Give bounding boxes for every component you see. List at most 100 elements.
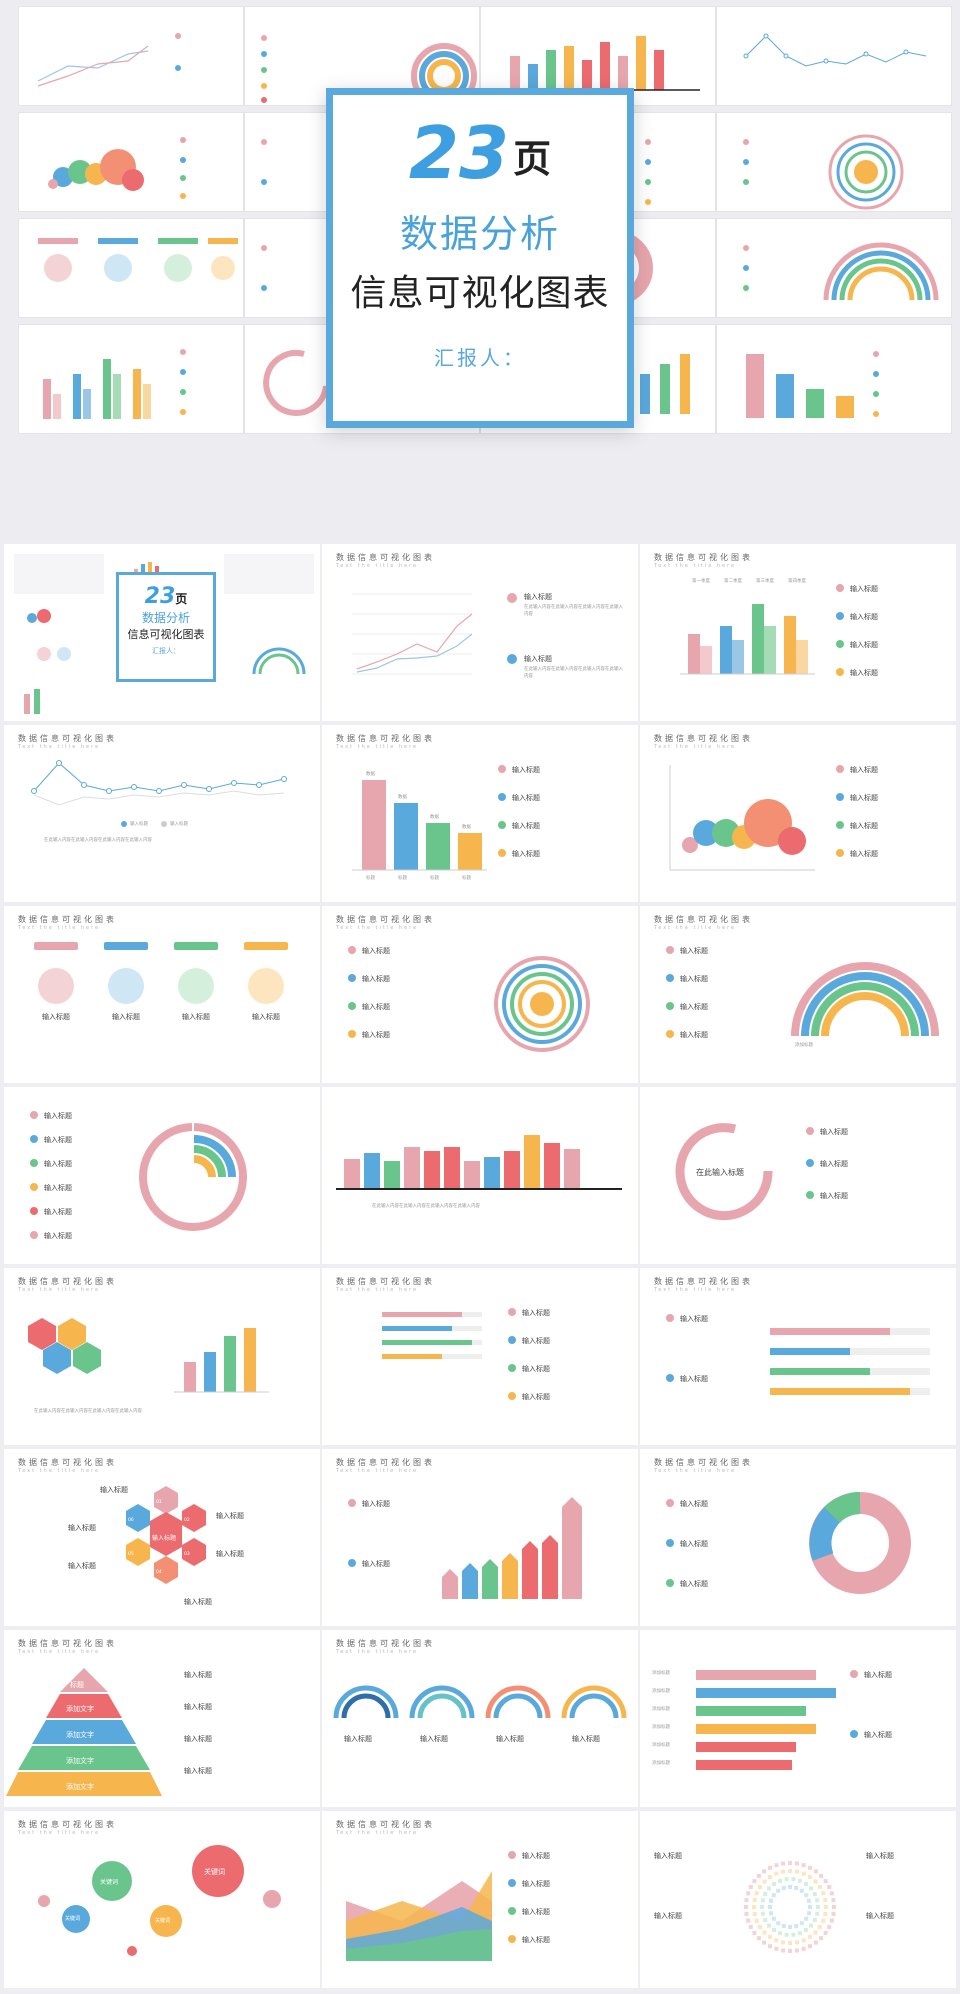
radial-dot <box>752 1905 756 1909</box>
bubble-keywords-graphic <box>38 1845 281 1956</box>
radial-dot <box>760 1898 765 1903</box>
radial-dot <box>776 1888 781 1893</box>
item-title-3: 输入标题 <box>512 822 540 830</box>
slide-title: 数据信息可视化图表 <box>654 1277 753 1286</box>
left-title-1: 输入标题 <box>654 1852 682 1860</box>
item-title-2: 输入标题 <box>184 1703 212 1711</box>
slide-hexagon-bars[interactable]: 数据信息可视化图表 Text the title here 在此输入内容在此输入… <box>4 1268 320 1445</box>
slide-subtitle: Text the title here <box>336 1468 419 1474</box>
slide-rainbow[interactable]: 数据信息可视化图表 Text the title here 输入标题 输入标题 … <box>640 906 956 1083</box>
item-title-1: 输入标题 <box>850 585 878 593</box>
slide-subtitle: Text the title here <box>336 925 419 931</box>
bubble-chart <box>669 765 844 871</box>
slide-data-bars[interactable]: 数据信息可视化图表 Text the title here 数据 数据 数据 数… <box>322 725 638 902</box>
slide-bubbles[interactable]: 数据信息可视化图表 Text the title here 输入标题 输入标题 … <box>640 725 956 902</box>
slide-hexagon-ring[interactable]: 数据信息可视化图表 Text the title here 01 02 03 0… <box>4 1449 320 1626</box>
hexagon-bars-graphic <box>28 1318 269 1393</box>
slide-pyramid[interactable]: 数据信息可视化图表 Text the title here 标题 添加文字 添加… <box>4 1630 320 1807</box>
radial-dot <box>832 1905 836 1909</box>
radial-dot <box>772 1928 777 1932</box>
thumb-bars-data-graphic <box>746 351 879 418</box>
keyword-1: 关键词 <box>100 1879 119 1886</box>
radial-dot <box>768 1905 772 1909</box>
radial-dot <box>801 1946 806 1951</box>
left-title-2: 输入标题 <box>68 1524 96 1532</box>
radial-dot <box>819 1873 824 1878</box>
grouped-bar-chart <box>680 584 844 676</box>
radial-dot <box>760 1905 764 1909</box>
item-title-2: 输入标题 <box>864 1731 892 1739</box>
item-title-4: 输入标题 <box>850 669 878 677</box>
slide-overview[interactable]: 23页 数据分析 信息可视化图表 汇报人： <box>4 544 320 721</box>
slide-progress-bars[interactable]: 数据信息可视化图表 Text the title here 输入标题 输入标题 … <box>322 1268 638 1445</box>
slide-subtitle: Text the title here <box>18 1468 101 1474</box>
slide-colorful-bars[interactable]: 在此输入内容在此输入内容在此输入内容在此输入内容 <box>322 1087 638 1264</box>
item-title-1: 输入标题 <box>680 1315 708 1323</box>
slide-title: 数据信息可视化图表 <box>336 1458 435 1467</box>
thumb-grouped-bars-graphic <box>43 349 186 419</box>
radial-dot <box>831 1898 836 1903</box>
slide-area-chart[interactable]: 数据信息可视化图表 Text the title here 输入标题 输入标题 … <box>322 1811 638 1988</box>
radial-dot <box>807 1898 811 1903</box>
slide-donut[interactable]: 数据信息可视化图表 Text the title here 输入标题 输入标题 … <box>640 1449 956 1626</box>
slide-subtitle: Text the title here <box>18 1649 101 1655</box>
radial-dot <box>808 1934 812 1939</box>
radial-dot <box>769 1911 773 1916</box>
item-title-1: 输入标题 <box>820 1128 848 1136</box>
thumb-grouped-bars <box>18 324 244 434</box>
slide-line-chart[interactable]: 数据信息可视化图表 Text the title here 输入标题 在此输入内… <box>322 544 638 721</box>
radial-dot <box>776 1921 781 1926</box>
slide-title: 数据信息可视化图表 <box>18 1458 117 1467</box>
hero-collage: 23 页 数据分析 信息可视化图表 汇报人： <box>0 0 960 540</box>
radial-dot <box>804 1916 809 1921</box>
slide-subtitle: Text the title here <box>336 563 419 569</box>
item-title-1: 输入标题 <box>864 1671 892 1679</box>
thumb-circles-graphic <box>38 238 238 282</box>
radial-dot <box>815 1911 820 1916</box>
item-title-2: 输入标题 <box>362 1560 390 1568</box>
radial-dot <box>784 1877 789 1882</box>
slide-ring-title[interactable]: 在此输入标题 输入标题 输入标题 输入标题 <box>640 1087 956 1264</box>
slide-grouped-bars[interactable]: 数据信息可视化图表 Text the title here 第一季度 第二季度 … <box>640 544 956 721</box>
slide-spiral-rings[interactable]: 数据信息可视化图表 Text the title here 输入标题 输入标题 … <box>322 906 638 1083</box>
slide-stacked-hbars[interactable]: 添加标题 添加标题 添加标题 添加标题 添加标题 添加标题 输入标题 输入标题 <box>640 1630 956 1807</box>
progress-bars-graphic <box>382 1308 516 1400</box>
radial-dot <box>769 1898 773 1903</box>
slide-title: 数据信息可视化图表 <box>18 1277 117 1286</box>
radial-dot <box>762 1940 767 1945</box>
donut-chart <box>666 1492 911 1594</box>
slide-circle-icons[interactable]: 数据信息可视化图表 Text the title here 输入标题 输入标题 … <box>4 906 320 1083</box>
mini-cover-line-1: 数据分析 <box>141 611 190 626</box>
slide-arches[interactable]: 数据信息可视化图表 Text the title here 输入标题 输入标题 … <box>322 1630 638 1807</box>
item-title-1: 输入标题 <box>522 1852 550 1860</box>
q2-label: 第二季度 <box>724 579 742 584</box>
item-title-1: 输入标题 <box>680 947 708 955</box>
x-label-1: 标题 <box>366 876 375 881</box>
item-title-1: 输入标题 <box>522 1309 550 1317</box>
radial-dot <box>771 1893 776 1898</box>
slide-radial-dots[interactable]: 输入标题 输入标题 输入标题 输入标题 <box>640 1811 956 1988</box>
radial-dot <box>812 1892 817 1896</box>
right-title-1: 输入标题 <box>866 1852 894 1860</box>
item-title-4: 输入标题 <box>44 1184 72 1192</box>
radial-dot <box>778 1931 783 1936</box>
left-title-1: 输入标题 <box>100 1486 128 1494</box>
radial-dot <box>819 1936 824 1941</box>
slide-dotted-line[interactable]: 数据信息可视化图表 Text the title here 输入标题 输入标题 … <box>4 725 320 902</box>
item-title-2: 输入标题 <box>680 1540 708 1548</box>
slide-quarter-rings[interactable]: 输入标题 输入标题 输入标题 输入标题 输入标题 输入标题 <box>4 1087 320 1264</box>
row-label-2: 添加标题 <box>652 1689 670 1694</box>
slide-subtitle: Text the title here <box>654 1468 737 1474</box>
slide-subtitle: Text the title here <box>336 1649 419 1655</box>
radial-dot <box>781 1948 786 1953</box>
slide-horizontal-bars[interactable]: 数据信息可视化图表 Text the title here 输入标题 输入标题 <box>640 1268 956 1445</box>
radial-dot <box>762 1879 767 1884</box>
radial-dot <box>823 1898 828 1902</box>
item-title-2: 输入标题 <box>522 1337 550 1345</box>
data-bar-chart <box>352 765 506 871</box>
slide-bubble-keywords[interactable]: 数据信息可视化图表 Text the title here 关键词 关键词 关键… <box>4 1811 320 1988</box>
radial-dot <box>760 1911 765 1916</box>
slide-arrow-bars[interactable]: 数据信息可视化图表 Text the title here 输入标题 输入标题 <box>322 1449 638 1626</box>
right-title-2: 输入标题 <box>866 1912 894 1920</box>
cover-title-card: 23 页 数据分析 信息可视化图表 汇报人： <box>326 88 634 428</box>
